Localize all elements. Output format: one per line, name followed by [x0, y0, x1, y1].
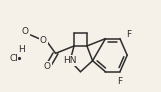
Text: O: O [44, 62, 51, 71]
Text: O: O [21, 27, 28, 36]
Text: H: H [18, 45, 25, 54]
Text: F: F [117, 77, 123, 86]
Text: O: O [40, 36, 47, 45]
Text: F: F [126, 30, 131, 39]
Text: HN: HN [63, 56, 77, 65]
Text: Cl: Cl [9, 54, 18, 63]
